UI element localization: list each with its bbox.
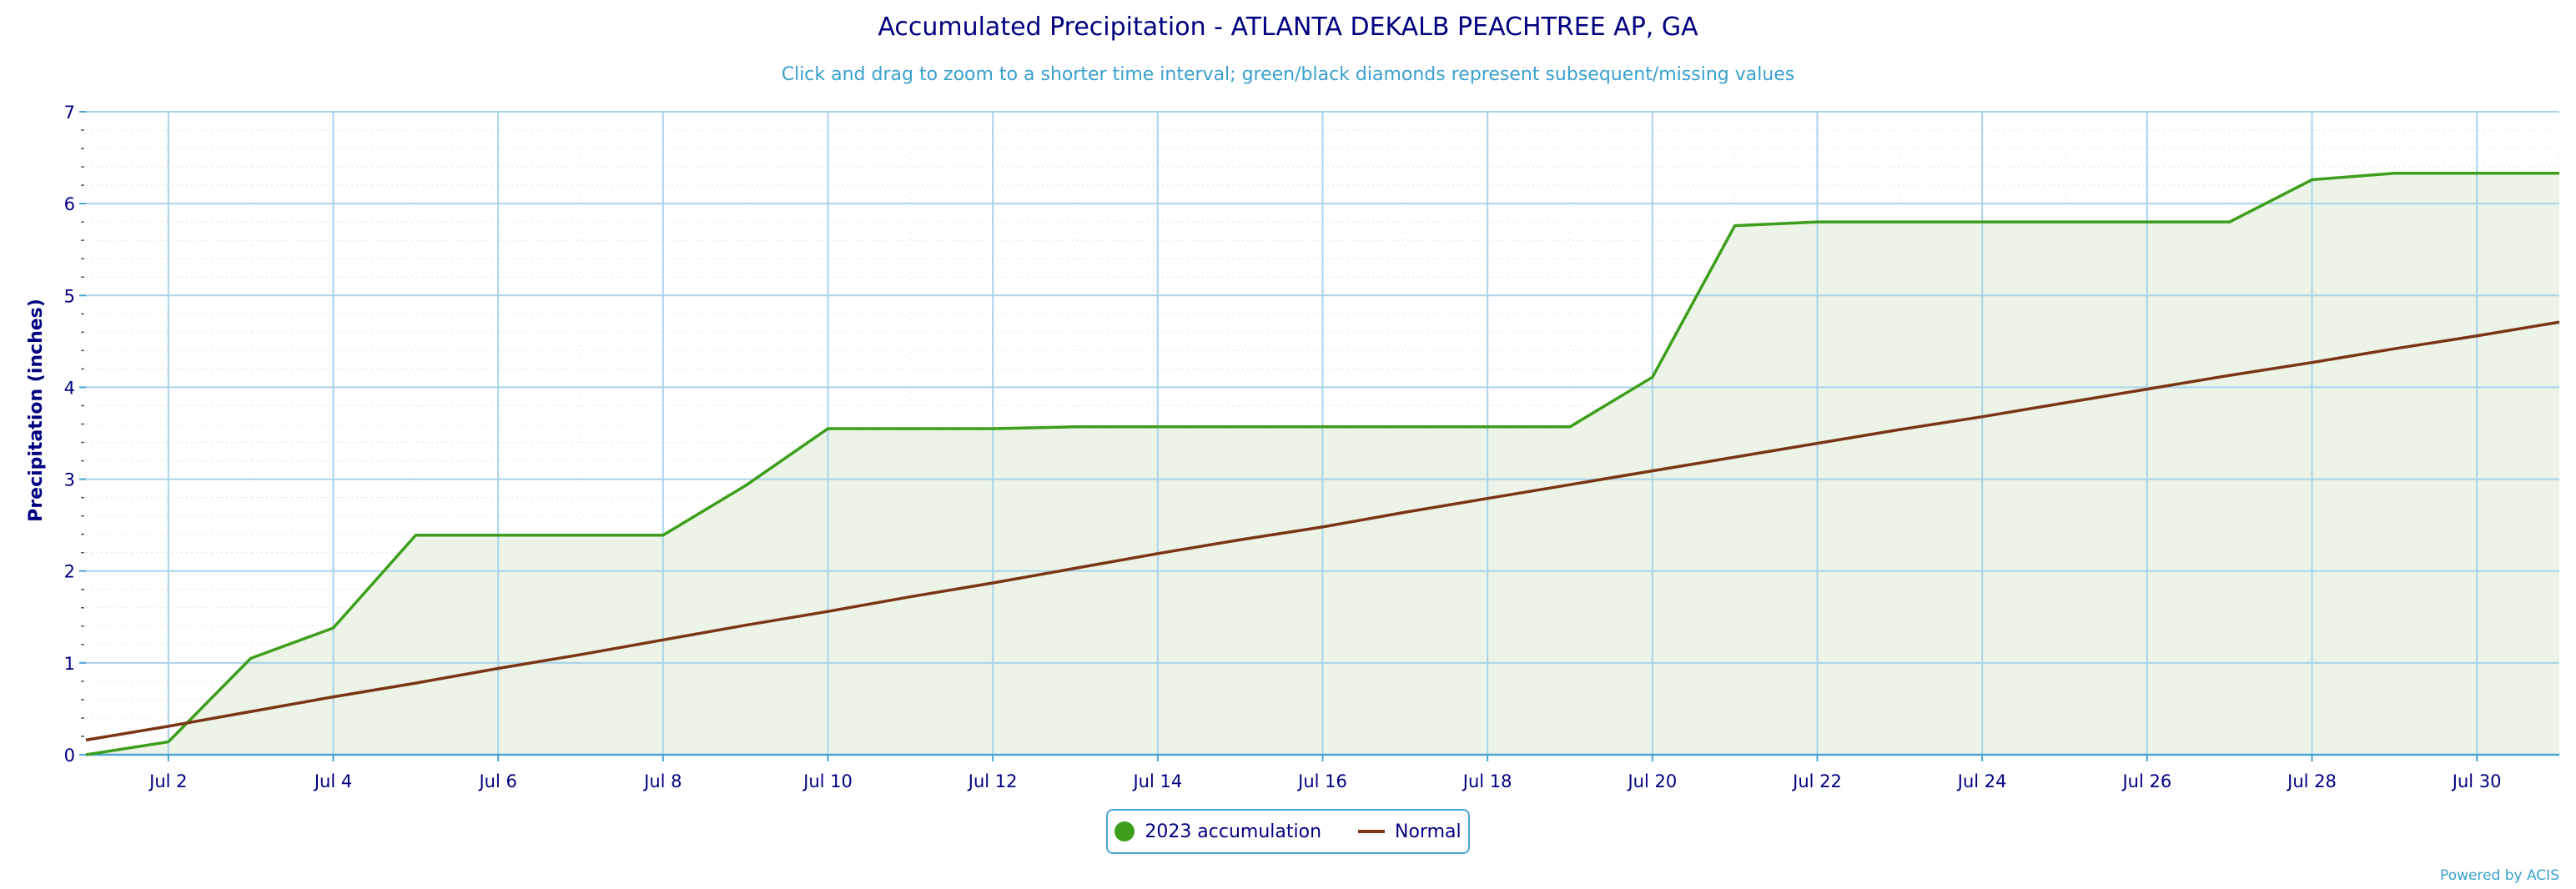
x-tick-label: Jul 20 bbox=[1626, 771, 1677, 791]
x-tick-label: Jul 30 bbox=[2451, 771, 2502, 791]
accumulation-line[interactable] bbox=[85, 172, 2559, 756]
legend-marker-normal bbox=[1358, 830, 1386, 833]
x-tick-label: Jul 26 bbox=[2121, 771, 2171, 791]
normal-line[interactable] bbox=[85, 320, 2560, 742]
x-tick-label: Jul 10 bbox=[802, 771, 853, 791]
y-tick-label: 3 bbox=[64, 470, 75, 490]
plot-area[interactable]: 0 1 2 3 4 5 6 7 Jul 2 Jul 4 Jul 6 Jul 8 Jul 10 Jul 12… bbox=[64, 103, 2560, 791]
x-tick-label: Jul 8 bbox=[642, 771, 682, 791]
x-tick-label: Jul 6 bbox=[477, 771, 516, 791]
x-tick-label: Jul 24 bbox=[1956, 771, 2007, 791]
x-tick-label: Jul 18 bbox=[1462, 771, 1512, 791]
chart-title: Accumulated Precipitation - ATLANTA DEKA… bbox=[878, 13, 1698, 42]
y-tick-label: 1 bbox=[64, 654, 75, 674]
x-tick-label: Jul 2 bbox=[148, 771, 187, 791]
x-tick-label: Jul 16 bbox=[1296, 771, 1347, 791]
chart-subtitle: Click and drag to zoom to a shorter time… bbox=[782, 64, 1795, 85]
y-axis-title: Precipitation (inches) bbox=[26, 299, 47, 522]
y-tick-label: 2 bbox=[64, 562, 75, 582]
x-tick-label: Jul 28 bbox=[2286, 771, 2337, 791]
credit-link[interactable]: Powered by ACIS bbox=[2440, 867, 2559, 884]
x-tick-label: Jul 4 bbox=[313, 771, 352, 791]
y-tick-label: 5 bbox=[64, 286, 75, 306]
x-tick-label: Jul 12 bbox=[967, 771, 1018, 791]
legend-item-accumulation[interactable]: 2023 accumulation bbox=[1114, 821, 1321, 842]
y-tick-label: 4 bbox=[64, 378, 75, 398]
y-tick-label: 6 bbox=[64, 194, 75, 214]
legend-item-normal[interactable]: Normal bbox=[1358, 821, 1462, 842]
legend-marker-accumulation bbox=[1114, 821, 1135, 841]
x-tick-label: Jul 14 bbox=[1131, 771, 1182, 791]
x-tick-label: Jul 22 bbox=[1791, 771, 1842, 791]
legend: 2023 accumulation Normal bbox=[1106, 809, 1470, 854]
y-tick-label: 7 bbox=[64, 103, 75, 123]
legend-label-accumulation: 2023 accumulation bbox=[1145, 821, 1322, 842]
legend-label-normal: Normal bbox=[1395, 821, 1462, 842]
y-tick-label: 0 bbox=[64, 746, 75, 766]
